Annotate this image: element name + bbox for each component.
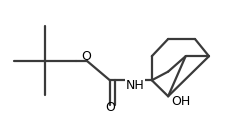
Text: O: O: [105, 101, 115, 115]
Text: NH: NH: [126, 79, 145, 92]
Text: O: O: [82, 50, 92, 63]
Text: OH: OH: [171, 95, 190, 108]
